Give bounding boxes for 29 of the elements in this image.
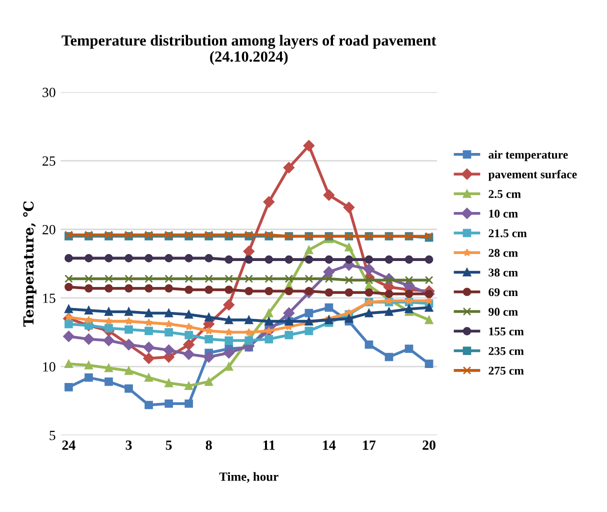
y-tick-label: 10 xyxy=(43,362,56,372)
legend-label: 69 cm xyxy=(488,288,518,296)
y-tick-label: 20 xyxy=(42,224,56,234)
x-tick-label: 3 xyxy=(126,440,132,450)
legend-label: 275 cm xyxy=(488,366,524,375)
y-tick-label: 30 xyxy=(42,88,56,98)
y-axis-title: Temperature, ℃ xyxy=(23,201,36,327)
x-tick-label: 24 xyxy=(62,440,76,450)
legend-label: 28 cm xyxy=(488,248,518,257)
legend-label: 38 cm xyxy=(488,268,518,277)
y-tick-label: 15 xyxy=(43,294,56,303)
chart-title: Temperature distribution among layers of road pavement (24.10.2024) xyxy=(62,34,436,65)
x-tick-label: 8 xyxy=(206,440,212,450)
x-tick-label: 5 xyxy=(166,440,172,450)
x-tick-label: 17 xyxy=(363,440,376,450)
x-axis-title: Time, hour xyxy=(219,472,278,483)
legend-label: 21.5 cm xyxy=(488,229,527,238)
legend-label: 235 cm xyxy=(488,347,524,356)
legend-label: air temperature xyxy=(488,150,568,162)
x-tick-label: 14 xyxy=(323,440,336,450)
legend-label: 2.5 cm xyxy=(488,190,521,198)
legend-label: 155 cm xyxy=(489,328,524,336)
y-tick-label: 25 xyxy=(42,156,56,166)
x-tick-label: 11 xyxy=(263,440,275,450)
legend-label: pavement surface xyxy=(488,170,577,181)
x-tick-label: 20 xyxy=(422,440,436,450)
y-tick-label: 5 xyxy=(50,430,56,440)
legend-label: 90 cm xyxy=(488,308,518,316)
legend-label: 10 cm xyxy=(489,210,518,218)
